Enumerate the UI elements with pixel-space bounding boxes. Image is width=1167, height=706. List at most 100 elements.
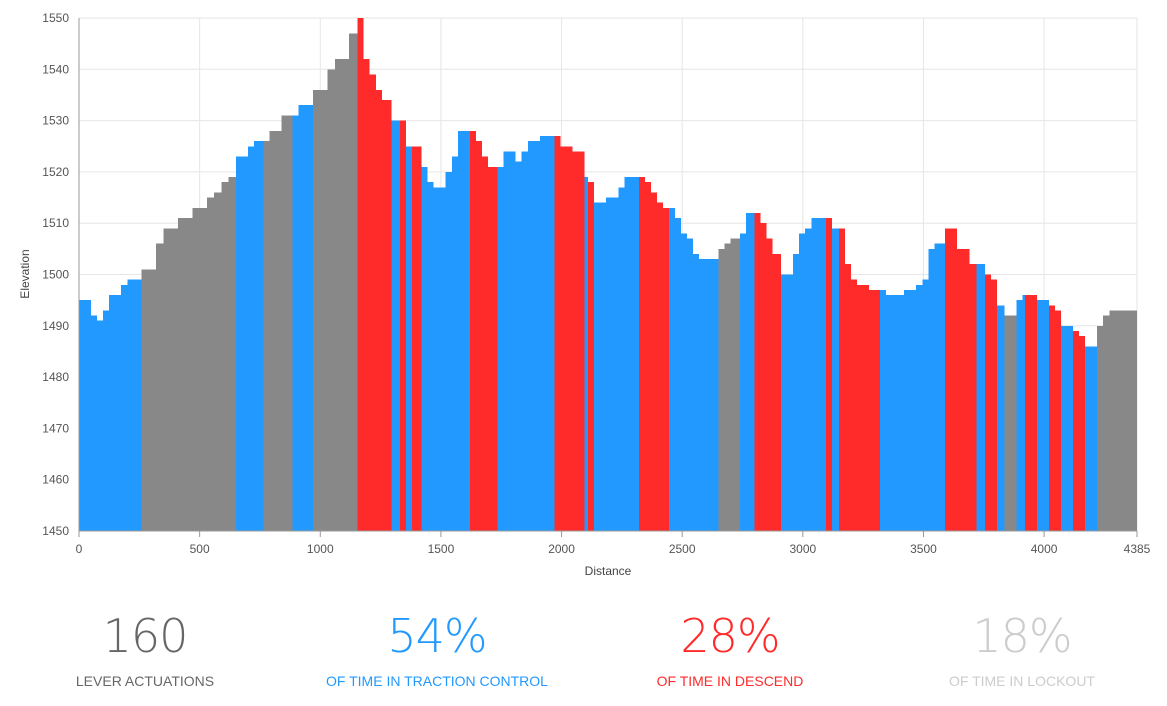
- descend-bar: [766, 238, 773, 531]
- traction-bar: [109, 295, 116, 531]
- traction-bar: [584, 177, 589, 531]
- traction-bar: [934, 243, 941, 531]
- y-tick-label: 1540: [42, 62, 69, 76]
- traction-bar: [916, 284, 923, 531]
- traction-bar: [787, 274, 794, 531]
- x-tick-label: 4385: [1124, 542, 1151, 556]
- traction-bar: [79, 300, 86, 531]
- traction-bar: [253, 141, 260, 531]
- descend-bar: [957, 248, 964, 531]
- lockout-bar: [275, 130, 282, 532]
- traction-bar: [711, 259, 719, 531]
- y-axis-title: Elevation: [18, 249, 32, 298]
- descend-bar: [375, 89, 382, 531]
- descend-bar: [554, 135, 561, 532]
- lockout-bar: [730, 238, 737, 531]
- stats-panel: 160 LEVER ACTUATIONS 54% OF TIME IN TRAC…: [0, 600, 1167, 700]
- descend-bar: [650, 192, 657, 532]
- stat-label-traction: OF TIME IN TRACTION CONTROL: [326, 673, 548, 689]
- traction-bar: [427, 182, 434, 531]
- y-tick-label: 1480: [42, 370, 69, 384]
- descend-bar: [969, 264, 977, 531]
- lockout-bar: [736, 238, 741, 531]
- descend-bar: [588, 182, 595, 531]
- descend-bar: [357, 18, 364, 531]
- y-tick-label: 1500: [42, 268, 69, 282]
- traction-bar: [752, 212, 755, 531]
- lockout-bar: [163, 228, 171, 531]
- traction-bar: [836, 228, 840, 531]
- traction-bar: [457, 130, 464, 532]
- chart-ticks: 1450 1460 1470 1480 1490 1500 1510 1520 1530 1540…: [42, 11, 1150, 556]
- lockout-bar: [148, 269, 157, 531]
- lockout-bar: [206, 197, 215, 532]
- stat-lever-actuations: 160 LEVER ACTUATIONS: [0, 600, 295, 690]
- traction-bar: [127, 279, 134, 531]
- traction-bar: [668, 207, 675, 531]
- traction-bar: [982, 264, 985, 531]
- x-tick-label: 3500: [910, 542, 937, 556]
- descend-bar: [991, 279, 998, 531]
- traction-bar: [292, 115, 299, 531]
- descend-bar: [369, 74, 376, 532]
- traction-bar: [997, 305, 1005, 531]
- descend-bar: [572, 151, 579, 531]
- descend-bar: [1054, 310, 1061, 531]
- traction-bar: [618, 187, 625, 532]
- stat-label-descend: OF TIME IN DESCEND: [656, 673, 804, 689]
- descend-bar: [1030, 295, 1037, 531]
- traction-bar: [1085, 346, 1092, 531]
- lockout-bar: [1109, 310, 1116, 531]
- traction-bar: [463, 130, 470, 532]
- descend-bar: [381, 100, 392, 531]
- lockout-bar: [320, 89, 328, 531]
- traction-bar: [433, 187, 440, 532]
- lockout-bar: [156, 243, 164, 531]
- traction-bar: [503, 151, 510, 531]
- traction-bar: [594, 202, 601, 531]
- traction-bar: [539, 135, 546, 532]
- traction-bar: [85, 300, 92, 531]
- stat-label-lockout: OF TIME IN LOCKOUT: [949, 673, 1095, 689]
- y-tick-label: 1470: [42, 421, 69, 435]
- y-tick-label: 1550: [42, 11, 69, 25]
- x-tick-label: 3000: [789, 542, 816, 556]
- traction-bar: [527, 141, 534, 531]
- lockout-bar: [354, 33, 358, 531]
- descend-bar: [399, 120, 406, 531]
- lockout-bar: [341, 59, 350, 531]
- traction-bar: [793, 253, 800, 532]
- descend-bar: [566, 146, 573, 531]
- descend-bar: [1073, 330, 1080, 531]
- lockout-bar: [327, 69, 335, 532]
- traction-bar: [309, 105, 314, 532]
- traction-bar: [139, 279, 142, 531]
- traction-bar: [904, 289, 911, 531]
- traction-bar: [235, 156, 242, 531]
- descend-bar: [825, 218, 832, 531]
- traction-bar: [674, 218, 681, 531]
- descend-bar: [1024, 295, 1031, 531]
- y-tick-label: 1450: [42, 524, 69, 538]
- descend-bar: [754, 212, 761, 531]
- traction-bar: [451, 156, 458, 531]
- traction-bar: [600, 202, 607, 531]
- traction-bar: [121, 284, 128, 531]
- descend-bar: [857, 284, 864, 531]
- lockout-bar: [281, 115, 288, 531]
- lockout-bar: [349, 33, 355, 531]
- lockout-bar: [263, 141, 270, 531]
- stat-label-lever: LEVER ACTUATIONS: [75, 673, 215, 689]
- descend-bar: [363, 59, 370, 531]
- traction-bar: [928, 248, 935, 531]
- traction-bar: [781, 274, 788, 531]
- traction-bar: [817, 218, 824, 531]
- stat-descend: 28% OF TIME IN DESCEND: [580, 600, 880, 690]
- lockout-bar: [287, 115, 293, 531]
- traction-bar: [976, 264, 983, 531]
- traction-bar: [624, 177, 631, 531]
- traction-bar: [746, 212, 753, 531]
- descend-bar: [1079, 336, 1086, 531]
- descend-bar: [851, 279, 858, 531]
- descend-bar: [760, 223, 767, 531]
